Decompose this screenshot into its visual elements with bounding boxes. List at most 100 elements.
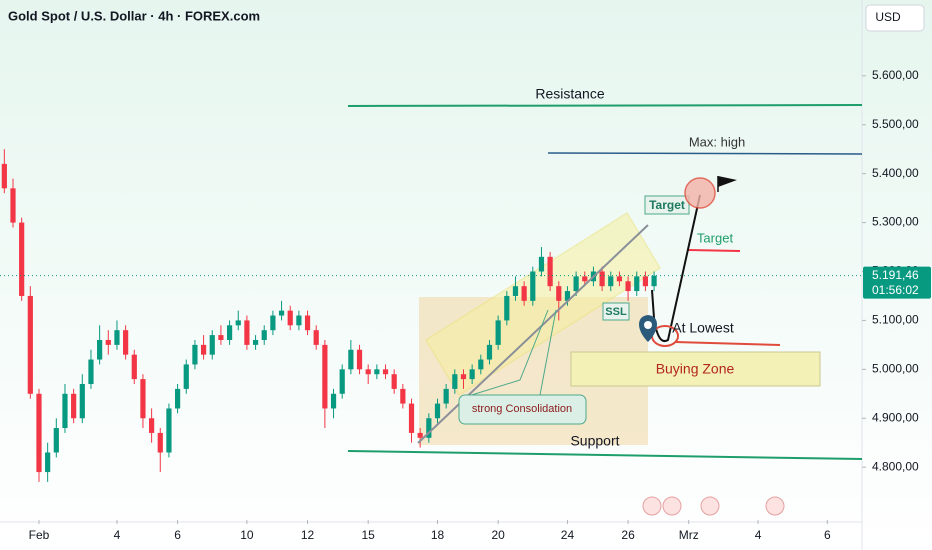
- x-tick-label: 12: [301, 528, 315, 542]
- candle-body: [382, 369, 389, 375]
- event-icon: [700, 496, 720, 516]
- candle-body: [252, 339, 259, 345]
- candle-body: [330, 393, 337, 409]
- annotation: Target: [649, 198, 685, 212]
- annotation: Support: [570, 433, 619, 449]
- annotation: Max: high: [689, 134, 745, 149]
- candle-body: [313, 330, 319, 345]
- event-icon: [642, 496, 662, 516]
- candle-body: [504, 295, 510, 321]
- candle-body: [200, 344, 207, 355]
- y-tick-label: 5.400,00: [872, 166, 919, 180]
- drawings-over: strong Consolidation Resistance Max: hig…: [417, 86, 785, 516]
- y-tick-label: 5.600,00: [872, 68, 919, 82]
- ssl-box: [602, 302, 630, 321]
- candle-body: [426, 418, 432, 438]
- buying-zone: [570, 351, 821, 387]
- candle-body: [651, 275, 657, 287]
- candle-body: [1, 163, 7, 189]
- candle-body: [452, 374, 458, 389]
- candle-body: [530, 271, 536, 301]
- candle-body: [443, 388, 449, 404]
- candle-body: [218, 335, 224, 340]
- trend-line: [417, 224, 649, 444]
- x-tick-label: Feb: [29, 528, 50, 542]
- candle-body: [634, 276, 640, 292]
- candle-body: [192, 344, 198, 365]
- candle-body: [547, 256, 553, 287]
- candle-body: [642, 276, 649, 287]
- candle-body: [460, 374, 467, 380]
- resistance-line: [347, 104, 863, 107]
- annotation: SSL: [605, 306, 627, 318]
- y-tick-label: 5.000,00: [872, 362, 919, 376]
- candle-body: [226, 325, 233, 340]
- candle-body: [166, 408, 172, 453]
- drawings-under: [347, 104, 863, 460]
- target-box: [644, 195, 690, 215]
- candle-body: [79, 384, 85, 419]
- x-tick-label: 18: [431, 528, 445, 542]
- pin-icon: [644, 321, 652, 329]
- candle-body: [339, 369, 345, 394]
- y-tick-label: 5.300,00: [872, 215, 919, 229]
- candle-body: [625, 281, 631, 292]
- candle-body: [62, 393, 68, 429]
- candle-body: [408, 403, 415, 433]
- candle-body: [608, 276, 614, 287]
- candle-body: [538, 256, 545, 272]
- candle-body: [478, 359, 484, 370]
- y-tick-label: 5.100,00: [872, 313, 919, 327]
- candle-body: [174, 388, 181, 409]
- candle-body: [45, 452, 51, 473]
- candle-body: [261, 330, 267, 340]
- candle-body: [105, 339, 111, 345]
- countdown: 01:56:02: [872, 283, 919, 297]
- last-price-box: [863, 266, 931, 299]
- candle-body: [521, 286, 527, 301]
- candle-body: [88, 359, 94, 385]
- candle-body: [123, 330, 129, 355]
- candle-body: [131, 354, 137, 380]
- candle-body: [417, 432, 423, 438]
- candle-body: [434, 403, 441, 419]
- currency-button[interactable]: [865, 4, 925, 32]
- annotation: Buying Zone: [656, 361, 735, 377]
- annotation: Target: [697, 230, 734, 245]
- candle-body: [365, 369, 371, 375]
- x-tick-label: 6: [174, 528, 181, 542]
- max-high-line: [547, 152, 863, 155]
- y-tick-label: 4.900,00: [872, 410, 919, 424]
- candle-body: [512, 286, 519, 296]
- candle-body: [564, 291, 571, 301]
- currency[interactable]: USD: [875, 10, 901, 24]
- candle-body: [97, 339, 103, 360]
- candle-body: [495, 320, 501, 345]
- candle-body: [270, 315, 276, 331]
- x-tick-label: 24: [561, 528, 575, 542]
- candle-body: [19, 222, 25, 296]
- event-icon: [662, 496, 682, 516]
- candles: [1, 149, 657, 482]
- support-line: [347, 450, 863, 460]
- annotation: strong Consolidation: [472, 403, 572, 415]
- target-circle: [684, 177, 716, 209]
- candle-body: [304, 315, 311, 331]
- candle-body: [486, 344, 493, 360]
- candle-body: [71, 393, 77, 419]
- candle-body: [209, 335, 215, 355]
- candle-body: [556, 286, 562, 301]
- candle-body: [573, 276, 579, 292]
- candle-body: [400, 388, 406, 404]
- lowest-line: [674, 341, 781, 346]
- candle-body: [278, 310, 285, 316]
- candle-body: [287, 310, 293, 326]
- x-tick-label: 4: [114, 528, 121, 542]
- candle-body: [374, 369, 380, 375]
- last-price-label: 5.191,46: [872, 268, 919, 282]
- x-tick-label: 10: [240, 528, 254, 542]
- candle-body: [27, 295, 33, 394]
- candle-body: [244, 320, 250, 345]
